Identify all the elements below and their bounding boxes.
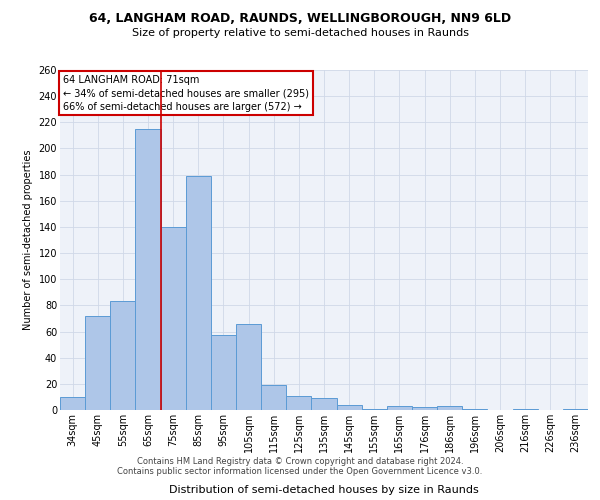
Text: Contains public sector information licensed under the Open Government Licence v3: Contains public sector information licen… <box>118 468 482 476</box>
Bar <box>85 316 110 410</box>
Bar <box>211 336 236 410</box>
Y-axis label: Number of semi-detached properties: Number of semi-detached properties <box>23 150 33 330</box>
Bar <box>286 396 311 410</box>
Bar <box>462 408 487 410</box>
Text: 64 LANGHAM ROAD: 71sqm
← 34% of semi-detached houses are smaller (295)
66% of se: 64 LANGHAM ROAD: 71sqm ← 34% of semi-det… <box>62 75 308 112</box>
Text: Contains HM Land Registry data © Crown copyright and database right 2024.: Contains HM Land Registry data © Crown c… <box>137 458 463 466</box>
Bar <box>261 385 286 410</box>
Text: Size of property relative to semi-detached houses in Raunds: Size of property relative to semi-detach… <box>131 28 469 38</box>
Bar <box>110 302 136 410</box>
Bar <box>60 397 85 410</box>
Bar <box>412 408 437 410</box>
Bar <box>362 408 387 410</box>
Text: Distribution of semi-detached houses by size in Raunds: Distribution of semi-detached houses by … <box>169 485 479 495</box>
Bar <box>311 398 337 410</box>
Bar <box>337 405 362 410</box>
Bar <box>437 406 462 410</box>
Bar <box>136 129 161 410</box>
Bar <box>186 176 211 410</box>
Bar <box>387 406 412 410</box>
Bar <box>236 324 261 410</box>
Bar <box>563 408 588 410</box>
Bar <box>512 408 538 410</box>
Text: 64, LANGHAM ROAD, RAUNDS, WELLINGBOROUGH, NN9 6LD: 64, LANGHAM ROAD, RAUNDS, WELLINGBOROUGH… <box>89 12 511 26</box>
Bar <box>161 227 186 410</box>
